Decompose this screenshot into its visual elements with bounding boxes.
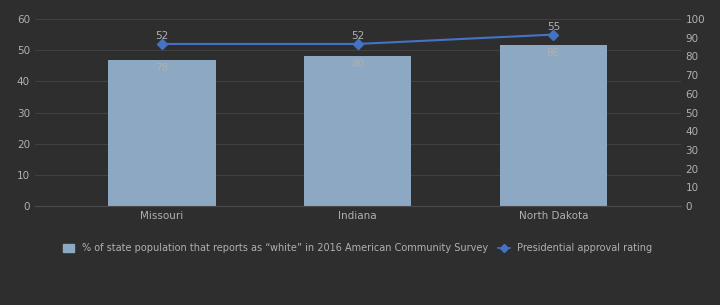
Text: 52: 52 (351, 31, 364, 41)
Bar (500, 45, 607, 206)
Text: 52: 52 (156, 31, 168, 41)
Text: 86: 86 (546, 48, 560, 58)
Text: 55: 55 (546, 22, 560, 32)
Bar (304, 56, 411, 206)
Text: 78: 78 (156, 63, 168, 73)
Bar (108, 60, 216, 206)
Legend: % of state population that reports as “white” in 2016 American Community Survey,: % of state population that reports as “w… (59, 240, 657, 257)
Text: 80: 80 (351, 59, 364, 69)
